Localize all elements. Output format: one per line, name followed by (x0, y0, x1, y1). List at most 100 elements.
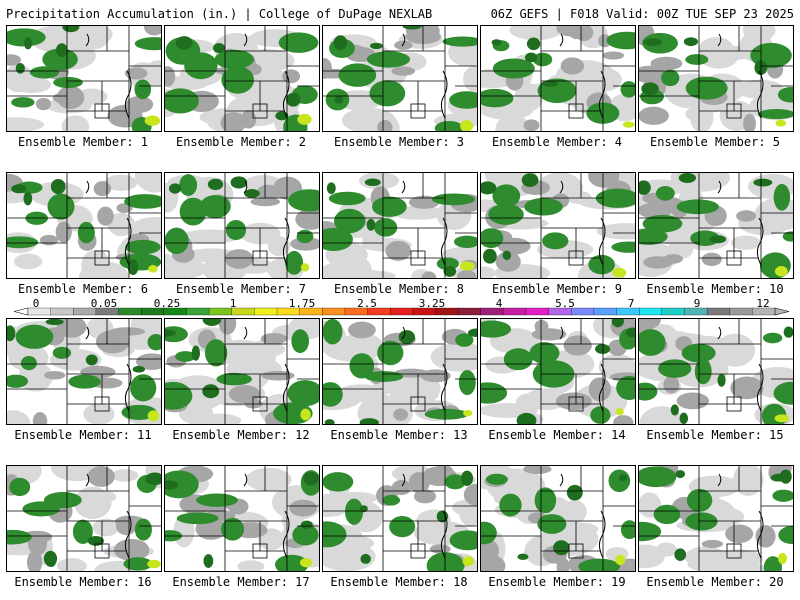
precip-light (335, 270, 396, 278)
ensemble-panel-17 (164, 465, 320, 572)
precip-mid (663, 376, 680, 394)
precip-heavy (191, 345, 201, 361)
boundary-box (94, 543, 110, 559)
ensemble-member-label: Ensemble Member: 19 (488, 575, 626, 589)
precip-mid (241, 110, 257, 129)
precip-heavy (461, 470, 474, 486)
precip-heavy (85, 354, 98, 366)
precip-heavy (212, 42, 226, 54)
precip-light (509, 26, 563, 41)
precip-heavy (15, 62, 25, 74)
colorbar-swatch (639, 307, 663, 316)
precip-map (323, 466, 477, 571)
precip-mid (248, 63, 262, 75)
precip-green (537, 514, 567, 534)
precip-light (81, 249, 111, 278)
precip-heavy (670, 404, 679, 416)
precip-light (340, 332, 384, 359)
precip-green (323, 227, 353, 252)
precip-map (323, 319, 477, 424)
ensemble-member-label: Ensemble Member: 2 (175, 135, 307, 149)
precip-light (13, 253, 43, 270)
precip-heavy (175, 36, 193, 50)
precip-heavy (43, 550, 58, 567)
precip-heavy (286, 92, 301, 107)
precip-green (199, 195, 231, 219)
precip-green (288, 189, 319, 212)
precip-max (462, 556, 474, 567)
ensemble-member-label: Ensemble Member: 15 (646, 428, 784, 442)
precip-heavy (481, 181, 497, 195)
precip-max (612, 267, 627, 278)
colorbar-swatch (729, 307, 753, 316)
precip-green (374, 218, 398, 237)
precip-mid (32, 412, 48, 424)
precip-green (778, 526, 793, 544)
precip-mid (55, 221, 72, 243)
precip-heavy (23, 191, 33, 206)
ensemble-panel-15 (638, 318, 794, 425)
precip-heavy (678, 173, 697, 184)
precip-mid (534, 319, 549, 333)
precip-green (323, 319, 343, 345)
precip-green (9, 477, 31, 497)
precip-max (615, 408, 624, 416)
colorbar-swatch (457, 307, 482, 316)
colorbar-swatch (525, 307, 550, 316)
river-line (85, 326, 132, 412)
precip-heavy (398, 330, 415, 345)
precip-green (225, 219, 247, 240)
precip-green (639, 329, 666, 356)
precip-mid (639, 106, 666, 124)
precip-mid (663, 254, 683, 264)
precip-light (495, 113, 531, 131)
precip-green (533, 52, 553, 67)
precip-green (685, 76, 728, 100)
precip-green (130, 374, 157, 402)
precip-map (481, 173, 635, 278)
precip-green (377, 340, 404, 366)
precip-green (449, 530, 477, 551)
precip-green (287, 380, 319, 407)
precip-mid (115, 517, 137, 536)
precip-heavy (521, 173, 539, 188)
colorbar-swatch (390, 307, 414, 316)
precip-green (275, 554, 309, 571)
precip-green (492, 58, 535, 79)
boundary-box (252, 250, 268, 266)
precip-heavy (516, 412, 537, 424)
precip-mid (26, 550, 43, 571)
precip-green (611, 241, 635, 253)
precip-heavy (87, 535, 104, 546)
precip-green (424, 408, 469, 420)
precip-green (328, 191, 366, 206)
precip-mid (497, 237, 531, 255)
precip-light (56, 558, 87, 571)
precip-light (742, 26, 776, 42)
ensemble-member-label: Ensemble Member: 17 (172, 575, 310, 589)
precip-heavy (779, 469, 792, 484)
precip-map (481, 319, 635, 424)
precip-light (134, 173, 161, 193)
precip-green (773, 183, 791, 211)
precip-heavy (753, 178, 773, 187)
precip-mid (555, 392, 592, 410)
precip-green (763, 332, 783, 344)
precip-heavy (526, 37, 541, 51)
colorbar-swatch (322, 307, 346, 316)
precip-mid (109, 327, 146, 336)
precip-light (430, 342, 477, 372)
precip-light (730, 235, 761, 250)
precip-mid (420, 369, 451, 383)
ensemble-member-label: Ensemble Member: 9 (491, 282, 623, 296)
precip-green (653, 504, 681, 525)
precip-mid (124, 67, 148, 80)
precip-green (661, 69, 680, 87)
precip-green (7, 28, 46, 47)
precip-heavy (333, 35, 348, 51)
precip-heavy (50, 178, 66, 195)
precip-mid (393, 408, 408, 421)
precip-light (463, 66, 477, 92)
precip-green (165, 227, 189, 255)
precip-light (181, 229, 241, 244)
